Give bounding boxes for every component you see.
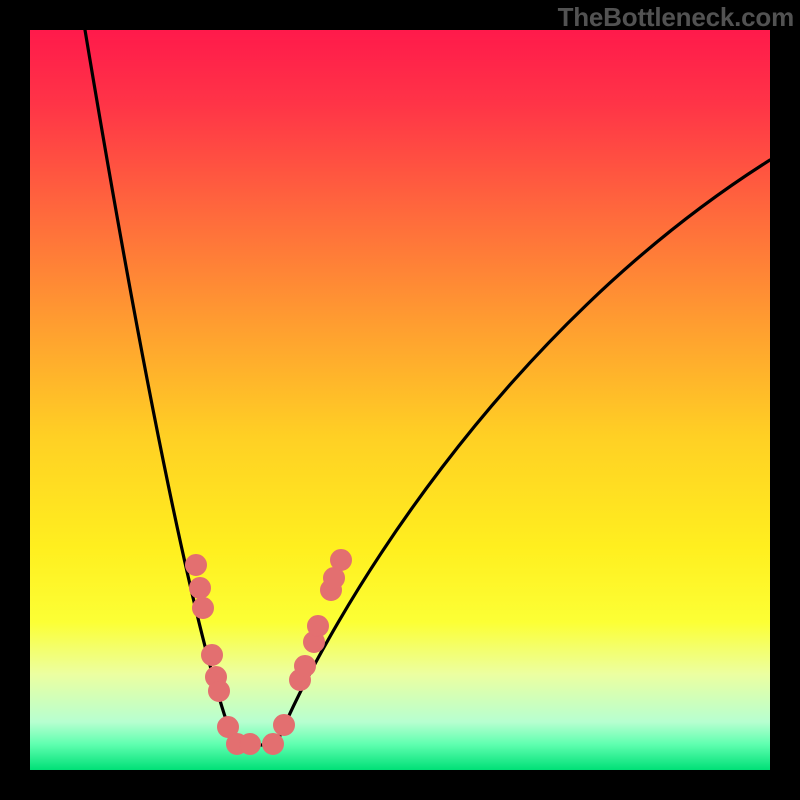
chart-svg <box>30 30 770 770</box>
watermark-text: TheBottleneck.com <box>558 2 794 33</box>
chart-frame: TheBottleneck.com <box>0 0 800 800</box>
plot-area <box>30 30 770 770</box>
curve-marker <box>186 555 207 576</box>
curve-marker <box>240 734 261 755</box>
curve-marker <box>308 616 329 637</box>
curve-marker <box>209 681 230 702</box>
curve-marker <box>263 734 284 755</box>
curve-marker <box>295 656 316 677</box>
curve-marker <box>331 550 352 571</box>
gradient-background <box>30 30 770 770</box>
curve-marker <box>274 715 295 736</box>
curve-marker <box>190 578 211 599</box>
curve-marker <box>202 645 223 666</box>
curve-marker <box>193 598 214 619</box>
